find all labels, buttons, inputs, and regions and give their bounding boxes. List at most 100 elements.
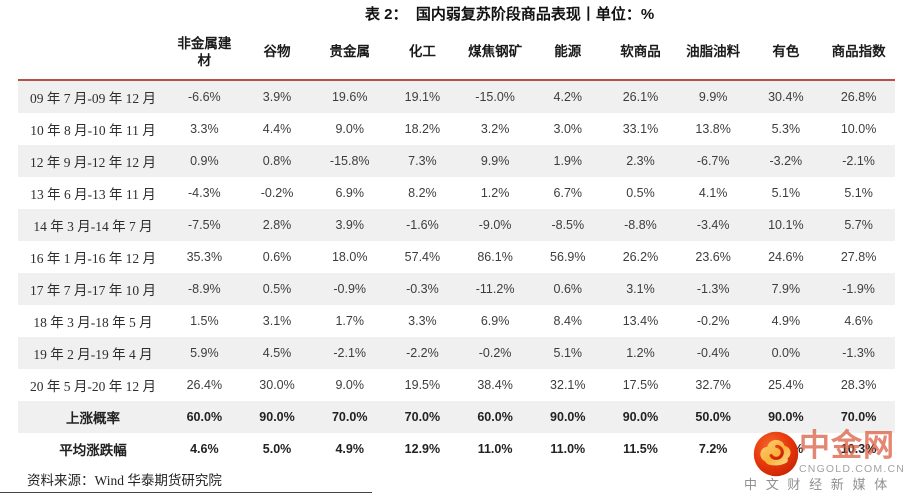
table-cell: 90.0% — [622, 409, 659, 424]
row-label: 平均涨跌幅 — [59, 442, 127, 458]
table-cell: -3.2% — [769, 153, 803, 168]
row-label: 17 年 7 月-17 年 10 月 — [30, 282, 156, 298]
table-cell: 5.7% — [844, 217, 873, 232]
table-cell: 19.5% — [404, 377, 441, 392]
table-cell: 10.3% — [840, 441, 877, 456]
table-cell: 0.5% — [626, 185, 655, 200]
row-label: 14 年 3 月-14 年 7 月 — [33, 218, 153, 234]
table-cell: 56.9% — [550, 249, 586, 264]
table-cell: 12.9% — [404, 441, 441, 456]
table-cell: 90.0% — [259, 409, 295, 424]
table-cell: 7.2% — [698, 441, 728, 456]
table-cell: 11.0% — [550, 441, 586, 456]
table-row: 10 年 8 月-10 年 11 月 3.3% 4.4% 9.0% 18.2% 3.2% 3… — [18, 113, 895, 145]
table-cell: 6.7% — [553, 185, 583, 200]
table-cell: 9.0% — [335, 377, 364, 392]
watermark-tagline: 中文财经新媒体 — [744, 477, 896, 492]
table-cell: 11.0% — [477, 441, 513, 456]
table-cell: 2.8% — [262, 217, 292, 232]
table-row: 16 年 1 月-16 年 12 月 35.3% 0.6% 18.0% 57.4% 86.… — [18, 241, 895, 273]
table-cell: 86.1% — [477, 249, 513, 264]
table-row: 19 年 2 月-19 年 4 月 5.9% 4.5% -2.1% -2.2% -0.2%… — [18, 336, 895, 369]
row-label: 09 年 7 月-09 年 12 月 — [30, 90, 156, 106]
table-cell: 25.4% — [768, 377, 804, 392]
table-cell: -15.8% — [329, 153, 370, 168]
table-cell: -8.8% — [624, 217, 657, 232]
table-cell: -8.5% — [551, 217, 585, 232]
column-header: 煤焦钢矿 — [458, 28, 532, 81]
table-cell: 30.0% — [259, 377, 295, 392]
row-label: 16 年 1 月-16 年 12 月 — [30, 250, 156, 266]
table-cell: 7.9% — [771, 281, 801, 296]
table-cell: 90.0% — [550, 409, 586, 424]
table-cell: -0.3% — [406, 281, 439, 296]
column-header: 非金属建材 — [168, 28, 241, 81]
table-cell: 3.9% — [335, 217, 364, 232]
table-cell: 4.2% — [553, 89, 583, 104]
table-row: 14 年 3 月-14 年 7 月 -7.5% 2.8% 3.9% -1.6% -9.0%… — [18, 208, 895, 241]
table-cell: 5.0% — [262, 441, 292, 456]
row-label: 10 年 8 月-10 年 11 月 — [30, 122, 156, 138]
table-cell: 5.1% — [771, 185, 801, 200]
table-cell: 26.4% — [186, 377, 223, 392]
column-header: 能源 — [531, 28, 605, 81]
table-cell: -0.9% — [333, 281, 367, 296]
table-cell: 18.2% — [404, 121, 441, 136]
table-cell: -2.1% — [842, 153, 875, 168]
table-cell: -3.4% — [696, 217, 730, 232]
table-row: 18 年 3 月-18 年 5 月 1.5% 3.1% 1.7% 3.3% 6.9% 8.4… — [18, 305, 895, 337]
table-cell: 4.1% — [698, 185, 728, 200]
table-cell: 8.2% — [408, 185, 437, 200]
table-cell: -6.7% — [696, 153, 730, 168]
table-cell: 5.3% — [771, 121, 801, 136]
row-label: 19 年 2 月-19 年 4 月 — [33, 346, 153, 362]
table-cell: 1.9% — [553, 153, 583, 168]
table-cell: 57.4% — [404, 249, 441, 264]
table-cell: 27.8% — [840, 249, 877, 264]
table-row: 平均涨跌幅 4.6% 5.0% 4.9% 12.9% 11.0% 11.0% 11.5% 7.2… — [18, 433, 895, 465]
table-cell: 3.9% — [262, 89, 292, 104]
table-cell: 4.5% — [262, 345, 292, 360]
column-header: 化工 — [386, 28, 459, 81]
table-cell: 35.3% — [186, 249, 223, 264]
table-cell: 28.3% — [840, 377, 877, 392]
table-cell: 0.0% — [771, 345, 801, 360]
table-cell: 1.2% — [626, 345, 655, 360]
table-cell: 4.9% — [771, 313, 801, 328]
table-cell: -1.6% — [406, 217, 439, 232]
table-cell: 3.3% — [190, 121, 219, 136]
table-cell: 26.1% — [622, 89, 659, 104]
bottom-divider — [0, 492, 372, 493]
table-row: 13 年 6 月-13 年 11 月 -4.3% -0.2% 6.9% 8.2% 1.2%… — [18, 177, 895, 209]
table-row: 09 年 7 月-09 年 12 月 -6.6% 3.9% 19.6% 19.1% -15… — [18, 79, 895, 113]
table-cell: 3.3% — [408, 313, 437, 328]
table-cell: 3.2% — [480, 121, 510, 136]
table-cell: 33.1% — [622, 121, 659, 136]
table-cell: 50.0% — [695, 409, 731, 424]
table-cell: -1.3% — [842, 345, 875, 360]
table-cell: 5.1% — [553, 345, 583, 360]
table-cell: 13.8% — [695, 121, 731, 136]
table-row: 20 年 5 月-20 年 12 月 26.4% 30.0% 9.0% 19.5% 38.… — [18, 369, 895, 401]
table-cell: -15.0% — [475, 89, 515, 104]
table-cell: 30.4% — [768, 89, 804, 104]
table-cell: 38.4% — [477, 377, 513, 392]
table-body: 09 年 7 月-09 年 12 月 -6.6% 3.9% 19.6% 19.1% -15… — [18, 79, 895, 465]
table-cell: 32.7% — [695, 377, 731, 392]
table-cell: 4.4% — [262, 121, 292, 136]
table-cell: 4.9% — [335, 441, 364, 456]
table-cell: 9.0% — [335, 121, 364, 136]
table-cell: 8.4% — [553, 313, 583, 328]
table-cell: -4.3% — [188, 185, 221, 200]
table-cell: 0.9% — [190, 153, 219, 168]
table-cell: -2.2% — [406, 345, 439, 360]
table-cell: 9.9% — [480, 153, 510, 168]
table-cell: 5.1% — [844, 185, 873, 200]
table-cell: 0.6% — [553, 281, 583, 296]
table-cell: 90.0% — [768, 409, 804, 424]
table-cell: 70.0% — [331, 409, 368, 424]
watermark-brand: 中金网 — [799, 428, 895, 463]
column-header: 油脂油料 — [676, 28, 750, 81]
table-cell: -1.9% — [842, 281, 875, 296]
